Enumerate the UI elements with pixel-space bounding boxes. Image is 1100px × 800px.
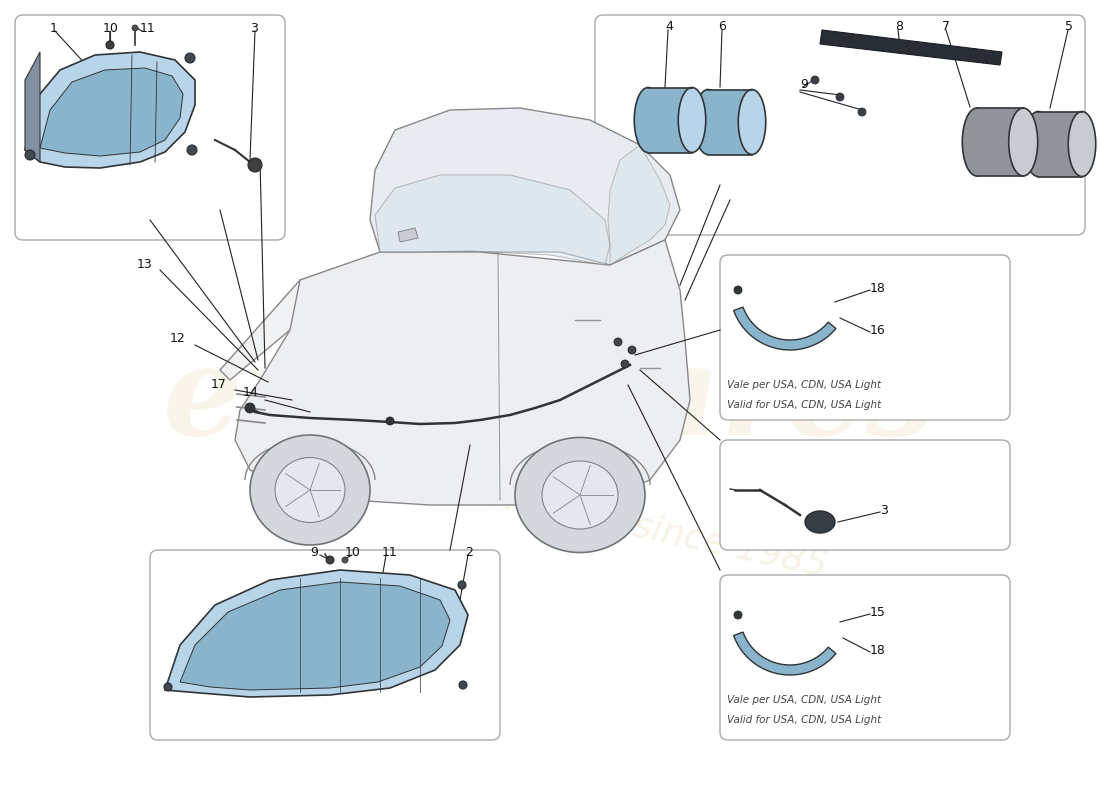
Ellipse shape [275,458,345,522]
Polygon shape [398,228,418,242]
Circle shape [458,581,466,589]
Text: 9: 9 [800,78,807,91]
Circle shape [621,360,629,368]
Ellipse shape [1068,111,1096,177]
Ellipse shape [1009,108,1037,176]
Circle shape [185,53,195,63]
Circle shape [245,403,255,413]
Text: 11: 11 [382,546,398,558]
Text: 17: 17 [211,378,227,391]
Text: 3: 3 [250,22,257,34]
Polygon shape [235,240,690,505]
Circle shape [734,286,742,294]
Text: 2: 2 [465,546,473,558]
Text: 9: 9 [310,546,318,558]
Text: 12: 12 [169,331,185,345]
FancyBboxPatch shape [720,440,1010,550]
Polygon shape [734,632,836,675]
Ellipse shape [515,438,645,553]
FancyBboxPatch shape [977,108,1023,176]
Text: 7: 7 [942,21,950,34]
Polygon shape [608,145,670,265]
Ellipse shape [805,511,835,533]
Ellipse shape [635,87,662,153]
Polygon shape [25,52,40,162]
Polygon shape [375,175,610,265]
FancyBboxPatch shape [595,15,1085,235]
Text: 4: 4 [666,21,673,34]
Text: 11: 11 [140,22,156,34]
Polygon shape [165,570,468,697]
Ellipse shape [1024,111,1052,177]
Polygon shape [25,52,195,168]
Ellipse shape [542,461,618,529]
FancyBboxPatch shape [150,550,501,740]
FancyBboxPatch shape [720,575,1010,740]
FancyBboxPatch shape [708,90,752,154]
Circle shape [734,611,742,619]
Text: 5: 5 [1065,21,1072,34]
Text: 16: 16 [870,323,886,337]
Circle shape [248,158,262,172]
Text: 15: 15 [870,606,886,618]
Text: 13: 13 [136,258,152,271]
Text: 8: 8 [895,21,903,34]
Circle shape [25,150,35,160]
Circle shape [614,338,622,346]
Circle shape [106,41,114,49]
Text: Vale per USA, CDN, USA Light: Vale per USA, CDN, USA Light [727,695,881,705]
Ellipse shape [679,87,706,153]
Text: 14: 14 [242,386,258,398]
Text: 10: 10 [345,546,361,558]
Text: 1: 1 [50,22,58,34]
Circle shape [187,145,197,155]
Circle shape [811,76,819,84]
Text: 18: 18 [870,282,886,294]
Text: 10: 10 [103,22,119,34]
FancyBboxPatch shape [720,255,1010,420]
Circle shape [326,556,334,564]
Polygon shape [370,108,680,265]
Polygon shape [180,582,450,690]
Text: Vale per USA, CDN, USA Light: Vale per USA, CDN, USA Light [727,380,881,390]
Text: eurospares: eurospares [163,339,937,461]
FancyBboxPatch shape [15,15,285,240]
Circle shape [132,25,138,31]
Text: 6: 6 [718,21,726,34]
Circle shape [342,557,348,563]
FancyBboxPatch shape [648,87,692,153]
Text: a passion for parts since 1985: a passion for parts since 1985 [289,437,830,583]
Text: Valid for USA, CDN, USA Light: Valid for USA, CDN, USA Light [727,715,881,725]
Circle shape [836,93,844,101]
Circle shape [858,108,866,116]
Polygon shape [40,68,183,156]
Ellipse shape [962,108,991,176]
Polygon shape [820,30,1002,65]
Ellipse shape [694,90,722,154]
FancyBboxPatch shape [1038,111,1082,177]
Polygon shape [220,252,610,380]
Circle shape [628,346,636,354]
Text: Valid for USA, CDN, USA Light: Valid for USA, CDN, USA Light [727,400,881,410]
Ellipse shape [250,435,370,545]
Polygon shape [734,307,836,350]
Text: 3: 3 [880,503,888,517]
Circle shape [386,417,394,425]
Ellipse shape [738,90,766,154]
Text: 18: 18 [870,643,886,657]
Circle shape [459,681,468,689]
Circle shape [164,683,172,691]
